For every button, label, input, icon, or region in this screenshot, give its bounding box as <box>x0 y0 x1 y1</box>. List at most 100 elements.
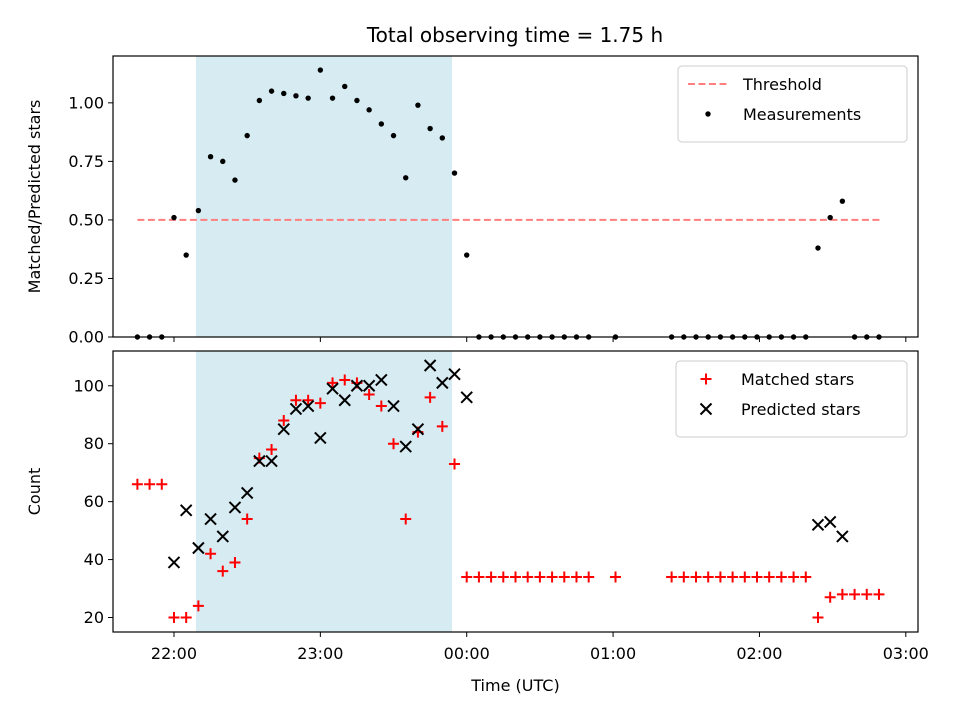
measurement-point <box>244 132 250 139</box>
matched-point <box>751 571 763 583</box>
legend-label: Threshold <box>742 75 822 94</box>
legend-label: Matched stars <box>741 370 854 389</box>
matched-point <box>388 438 400 450</box>
measurement-point <box>464 252 470 258</box>
matched-point <box>168 612 180 624</box>
matched-point <box>436 420 448 432</box>
measurement-point <box>183 252 189 258</box>
predicted-point <box>811 518 825 532</box>
predicted-point <box>836 530 849 543</box>
matched-point <box>131 478 143 490</box>
predicted-point <box>240 486 254 500</box>
matched-point <box>144 478 156 490</box>
matched-point <box>702 571 714 583</box>
legend: Matched stars Predicted stars <box>675 360 908 438</box>
measurement-point <box>378 121 385 127</box>
y-tick-label: 40 <box>84 550 104 569</box>
measurement-point <box>329 95 336 101</box>
y-tick-label: 0.00 <box>68 328 104 347</box>
predicted-point <box>436 376 449 390</box>
matched-point <box>610 571 622 583</box>
matched-point <box>327 377 339 389</box>
predicted-point <box>387 399 400 413</box>
matched-point <box>314 397 326 409</box>
matched-point <box>800 571 812 583</box>
predicted-point <box>301 399 315 413</box>
measurement-point <box>354 97 360 104</box>
chart-title: Total observing time = 1.75 h <box>366 23 663 47</box>
matched-point <box>424 391 436 403</box>
predicted-point <box>448 367 461 381</box>
series-measurements <box>134 67 882 340</box>
predicted-point <box>314 431 327 445</box>
measurement-point <box>403 175 409 181</box>
observing-span <box>195 351 453 632</box>
matched-point <box>522 571 534 583</box>
matched-point <box>266 443 278 455</box>
x-tick-label: 22:00 <box>151 644 197 663</box>
matched-point <box>363 388 375 400</box>
y-tick-label: 60 <box>84 492 104 511</box>
x-axis-label: Time (UTC) <box>470 676 559 695</box>
measurement-point <box>293 93 299 99</box>
predicted-point <box>167 556 181 569</box>
x-tick-label: 02:00 <box>736 644 782 663</box>
matched-point <box>849 588 861 600</box>
measurement-point <box>366 107 372 113</box>
y-tick-label: 100 <box>73 376 104 395</box>
legend-plus-symbol <box>700 373 712 385</box>
predicted-point <box>338 394 351 407</box>
predicted-point <box>253 454 266 468</box>
series-predicted-stars <box>167 359 849 569</box>
matched-point <box>861 588 873 600</box>
matched-point <box>473 571 485 583</box>
predicted-point <box>289 402 303 416</box>
legend: Threshold Measurements <box>677 65 908 143</box>
matched-point <box>558 571 570 583</box>
y-axis-label: Matched/Predicted stars <box>25 100 44 294</box>
predicted-point <box>823 515 837 529</box>
matched-point <box>690 571 702 583</box>
matched-point <box>727 571 739 583</box>
axes-frame <box>112 350 919 633</box>
matched-point <box>775 571 787 583</box>
matched-point <box>824 591 836 603</box>
measurement-point <box>815 245 821 251</box>
matched-point <box>570 571 582 583</box>
predicted-point <box>277 423 290 436</box>
measurement-point <box>281 90 287 97</box>
measurement-point <box>390 132 397 139</box>
matched-point <box>241 513 253 525</box>
matched-point <box>290 394 302 406</box>
measurement-point <box>839 198 846 204</box>
matched-point <box>546 571 558 583</box>
y-tick-label: 1.00 <box>68 93 104 112</box>
y-tick-label: 80 <box>84 434 104 453</box>
bottom-panel: 20 40 60 80 100 22:00 23:00 00:00 01:00 02:00 03:0… <box>25 350 929 695</box>
matched-point <box>678 571 690 583</box>
matched-point <box>534 571 546 583</box>
matched-point <box>763 571 775 583</box>
measurement-point <box>305 95 311 101</box>
predicted-point <box>179 504 193 517</box>
x-tick-label: 23:00 <box>297 644 343 663</box>
predicted-point <box>460 391 473 404</box>
matched-point <box>180 612 192 624</box>
legend-box <box>675 360 908 438</box>
x-tick-label: 01:00 <box>590 644 636 663</box>
matched-point <box>812 612 824 624</box>
measurement-point <box>439 135 446 141</box>
matched-point <box>278 415 290 427</box>
matched-point <box>192 600 204 612</box>
matched-point <box>375 400 387 412</box>
measurement-point <box>207 153 214 160</box>
measurement-point <box>232 177 238 183</box>
matched-point <box>873 588 885 600</box>
matched-point <box>400 513 412 525</box>
matched-point <box>156 478 168 490</box>
top-panel: 0.00 0.25 0.50 0.75 1.00 Matched/Predicted st… <box>25 55 919 347</box>
x-tick-label: 03:00 <box>883 644 929 663</box>
predicted-point <box>192 541 205 555</box>
predicted-point <box>423 359 437 372</box>
x-tick-label: 00:00 <box>444 644 490 663</box>
